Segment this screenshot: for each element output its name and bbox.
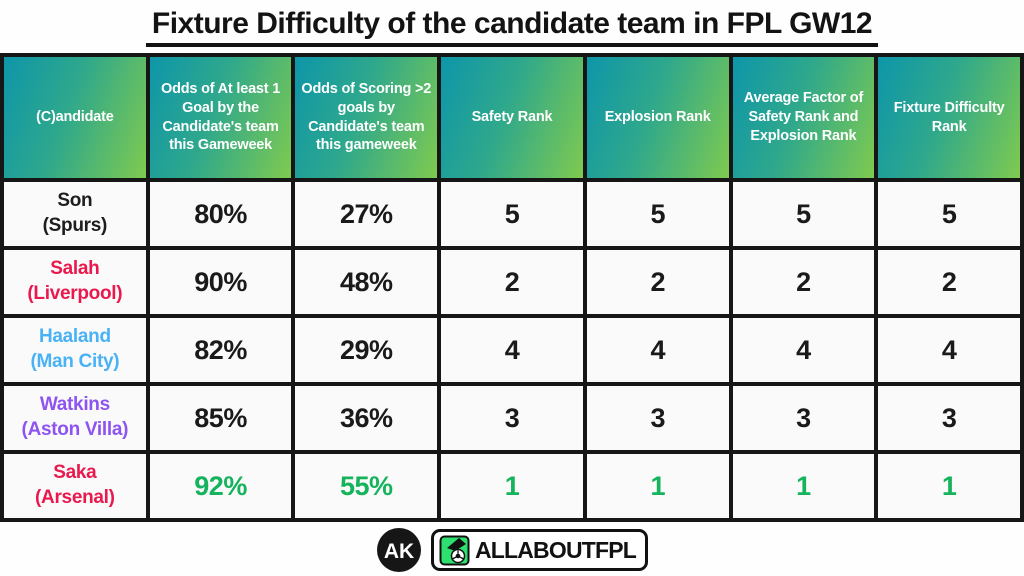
header-cell-explosion-rank: Explosion Rank — [586, 57, 729, 178]
value-cell: 5 — [732, 182, 875, 246]
value-cell: 27% — [295, 182, 438, 246]
header-cell-average-factor: Average Factor of Safety Rank and Explos… — [732, 57, 875, 178]
player-name: Watkins — [39, 394, 110, 416]
player-team: (Spurs) — [42, 215, 108, 236]
fixture-difficulty-table: (C)andidate Odds of At least 1 Goal by t… — [0, 53, 1024, 522]
page-title: Fixture Difficulty of the candidate team… — [145, 7, 879, 47]
value-cell: 1 — [878, 454, 1020, 518]
player-cell-haaland: Haaland (Man City) — [4, 318, 146, 382]
ak-monogram-icon: AK — [376, 528, 421, 572]
value-cell: 3 — [878, 386, 1020, 450]
header-cell-odds-1goal: Odds of At least 1 Goal by the Candidate… — [149, 57, 292, 178]
allaboutfpl-badge: ALLABOUTFPL — [430, 529, 649, 571]
value-cell: 36% — [295, 386, 438, 450]
value-cell: 4 — [586, 318, 729, 382]
value-cell: 1 — [586, 454, 729, 518]
player-cell-son: Son (Spurs) — [4, 182, 146, 246]
value-cell: 5 — [586, 182, 729, 246]
value-cell: 85% — [149, 386, 292, 450]
value-cell: 2 — [732, 250, 875, 314]
player-cell-saka: Saka (Arsenal) — [4, 454, 146, 518]
player-cell-salah: Salah (Liverpool) — [4, 250, 146, 314]
value-cell: 48% — [295, 250, 438, 314]
value-cell: 2 — [586, 250, 729, 314]
value-cell: 2 — [441, 250, 583, 314]
player-team: (Aston Villa) — [21, 419, 129, 440]
player-team: (Man City) — [30, 351, 120, 372]
header-cell-odds-2goals: Odds of Scoring >2 goals by Candidate's … — [295, 57, 438, 178]
player-team: (Arsenal) — [35, 487, 115, 508]
player-cell-watkins: Watkins (Aston Villa) — [4, 386, 146, 450]
value-cell: 1 — [441, 454, 583, 518]
player-name: Saka — [53, 462, 97, 484]
player-name: Haaland — [38, 326, 111, 348]
value-cell: 2 — [878, 250, 1020, 314]
header-cell-safety-rank: Safety Rank — [441, 57, 583, 178]
brand-name: ALLABOUTFPL — [474, 536, 637, 563]
soccer-boot-ball-icon — [439, 535, 470, 565]
value-cell: 29% — [295, 318, 438, 382]
title-bar: Fixture Difficulty of the candidate team… — [0, 0, 1024, 53]
value-cell: 3 — [586, 386, 729, 450]
value-cell: 3 — [732, 386, 875, 450]
value-cell: 5 — [878, 182, 1020, 246]
value-cell: 3 — [441, 386, 583, 450]
value-cell: 4 — [441, 318, 583, 382]
value-cell: 82% — [149, 318, 292, 382]
svg-text:AK: AK — [384, 540, 414, 563]
value-cell: 4 — [878, 318, 1020, 382]
value-cell: 90% — [149, 250, 292, 314]
value-cell: 80% — [149, 182, 292, 246]
player-team: (Liverpool) — [27, 283, 123, 304]
header-cell-candidate: (C)andidate — [4, 57, 146, 178]
footer-branding: AK ALLABOUTFPL — [0, 527, 1024, 573]
player-name: Salah — [50, 258, 100, 280]
player-name: Son — [57, 190, 93, 212]
header-cell-fixture-difficulty-rank: Fixture Difficulty Rank — [878, 57, 1020, 178]
value-cell: 1 — [732, 454, 875, 518]
value-cell: 92% — [149, 454, 292, 518]
value-cell: 55% — [295, 454, 438, 518]
value-cell: 5 — [441, 182, 583, 246]
value-cell: 4 — [732, 318, 875, 382]
